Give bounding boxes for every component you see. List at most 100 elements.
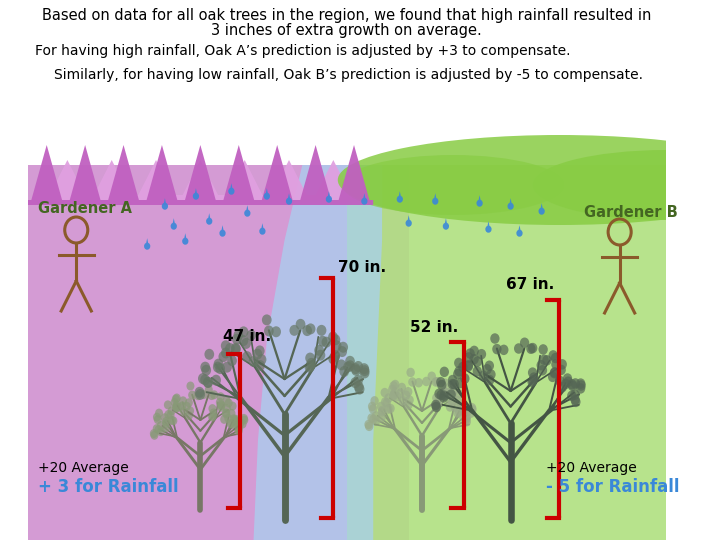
Circle shape	[446, 389, 456, 400]
Circle shape	[434, 389, 444, 399]
Circle shape	[204, 385, 213, 394]
Circle shape	[168, 416, 176, 425]
Text: 67 in.: 67 in.	[506, 277, 554, 292]
Circle shape	[157, 421, 165, 430]
Circle shape	[351, 365, 361, 376]
Circle shape	[179, 396, 187, 406]
Polygon shape	[182, 233, 189, 245]
Circle shape	[378, 407, 386, 417]
Polygon shape	[45, 160, 356, 200]
Circle shape	[446, 402, 454, 411]
Polygon shape	[286, 193, 292, 205]
Circle shape	[207, 391, 216, 400]
Circle shape	[183, 402, 191, 411]
Circle shape	[405, 395, 414, 405]
Circle shape	[360, 365, 369, 376]
Circle shape	[570, 389, 580, 400]
Circle shape	[567, 379, 577, 389]
Circle shape	[536, 360, 546, 370]
Circle shape	[228, 355, 237, 366]
Circle shape	[231, 415, 240, 423]
Circle shape	[174, 403, 182, 412]
Circle shape	[229, 402, 237, 410]
Circle shape	[402, 390, 410, 400]
Circle shape	[264, 326, 274, 336]
Circle shape	[422, 377, 431, 386]
Circle shape	[185, 411, 193, 420]
Text: Gardener B: Gardener B	[584, 205, 678, 220]
Circle shape	[328, 353, 338, 365]
Circle shape	[473, 356, 482, 367]
Circle shape	[221, 347, 231, 359]
Circle shape	[307, 358, 316, 369]
Circle shape	[538, 365, 547, 375]
Circle shape	[330, 334, 341, 345]
Circle shape	[567, 390, 577, 401]
Circle shape	[557, 359, 567, 369]
Circle shape	[528, 375, 538, 386]
Circle shape	[564, 376, 572, 387]
Circle shape	[453, 369, 462, 379]
Circle shape	[155, 409, 163, 417]
Circle shape	[173, 401, 181, 410]
Text: 3 inches of extra growth on average.: 3 inches of extra growth on average.	[211, 23, 482, 38]
Circle shape	[210, 390, 218, 399]
Circle shape	[390, 381, 397, 391]
Circle shape	[468, 404, 477, 414]
Circle shape	[186, 381, 194, 390]
Text: +20 Average: +20 Average	[38, 461, 129, 475]
Circle shape	[454, 396, 462, 406]
Circle shape	[558, 382, 567, 392]
Circle shape	[550, 367, 559, 377]
Polygon shape	[361, 193, 367, 205]
Circle shape	[236, 418, 244, 428]
Circle shape	[372, 411, 380, 421]
Circle shape	[194, 391, 202, 400]
Circle shape	[209, 411, 217, 421]
Circle shape	[150, 429, 158, 438]
Polygon shape	[220, 225, 225, 237]
Circle shape	[246, 330, 256, 341]
Circle shape	[490, 333, 500, 344]
Circle shape	[433, 377, 441, 387]
Circle shape	[577, 380, 586, 391]
Circle shape	[464, 407, 472, 416]
Circle shape	[208, 413, 216, 422]
Circle shape	[213, 362, 222, 373]
Polygon shape	[516, 225, 523, 237]
Circle shape	[448, 383, 456, 393]
Circle shape	[408, 377, 417, 387]
Circle shape	[485, 375, 495, 386]
Circle shape	[462, 413, 471, 423]
Circle shape	[289, 325, 300, 336]
Polygon shape	[432, 193, 438, 205]
Circle shape	[381, 397, 390, 407]
Circle shape	[235, 427, 243, 435]
Circle shape	[153, 413, 161, 422]
Text: + 3 for Rainfall: + 3 for Rainfall	[38, 478, 179, 496]
Circle shape	[330, 350, 340, 361]
Circle shape	[455, 389, 463, 399]
Circle shape	[436, 390, 446, 400]
Circle shape	[238, 326, 248, 338]
Circle shape	[346, 360, 355, 372]
Circle shape	[479, 370, 488, 381]
Circle shape	[368, 402, 377, 411]
Circle shape	[231, 344, 240, 355]
Circle shape	[336, 360, 346, 370]
Ellipse shape	[342, 155, 564, 215]
Circle shape	[305, 362, 315, 373]
Circle shape	[242, 351, 252, 362]
Circle shape	[218, 351, 228, 362]
Circle shape	[155, 425, 163, 434]
Circle shape	[459, 404, 467, 414]
Polygon shape	[253, 165, 382, 540]
Polygon shape	[162, 198, 168, 210]
Circle shape	[441, 379, 449, 388]
Circle shape	[528, 367, 537, 378]
Circle shape	[431, 400, 441, 410]
Circle shape	[555, 375, 564, 386]
Circle shape	[442, 387, 451, 397]
Circle shape	[404, 387, 413, 396]
Circle shape	[364, 420, 373, 429]
